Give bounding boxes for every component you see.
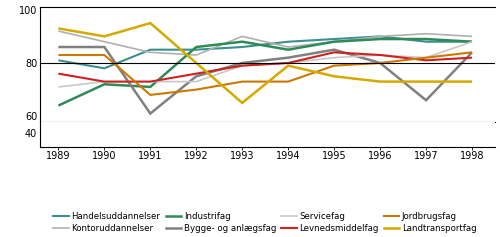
Legend: Handelsuddannelser, Kontoruddannelser, Industrifag, Bygge- og anlægsfag, Service: Handelsuddannelser, Kontoruddannelser, I… [54, 212, 476, 233]
